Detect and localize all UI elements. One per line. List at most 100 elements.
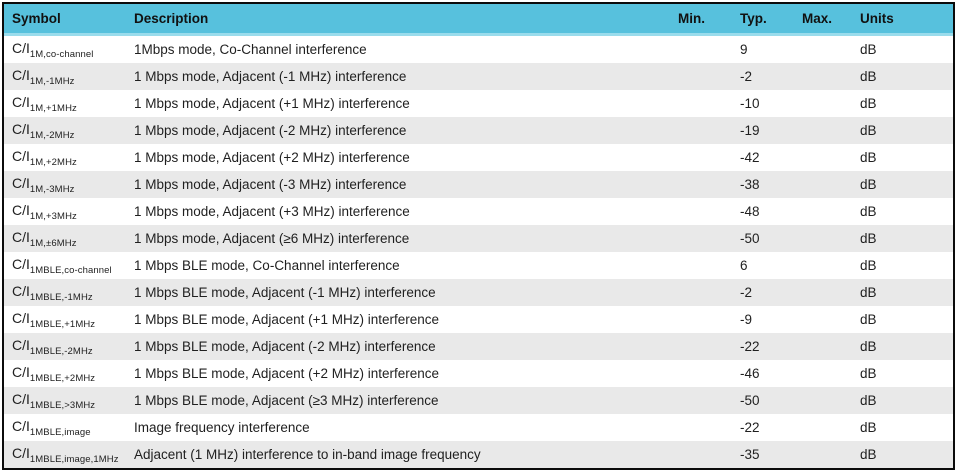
table-row: C/I1M,+3MHz 1 Mbps mode, Adjacent (+3 MH… xyxy=(4,198,953,225)
max-cell xyxy=(794,252,852,279)
min-cell xyxy=(670,63,732,90)
symbol-subscript: 1MBLE,-1MHz xyxy=(29,291,93,303)
symbol-base: C/I xyxy=(12,228,30,245)
max-cell xyxy=(794,90,852,117)
symbol-subscript: 1M,-2MHz xyxy=(29,129,75,141)
description-cell: 1 Mbps mode, Adjacent (+1 MHz) interfere… xyxy=(134,96,410,111)
units-cell: dB xyxy=(860,96,877,111)
symbol-cell: C/I1MBLE,-2MHz xyxy=(4,333,126,360)
min-cell xyxy=(670,35,732,64)
symbol-base: C/I xyxy=(12,309,30,326)
symbol-subscript: 1M,+3MHz xyxy=(29,210,77,222)
min-cell xyxy=(670,360,732,387)
units-cell: dB xyxy=(860,258,877,273)
table-row: C/I1MBLE,>3MHz 1 Mbps BLE mode, Adjacent… xyxy=(4,387,953,414)
min-cell xyxy=(670,171,732,198)
symbol-subscript: 1MBLE,co-channel xyxy=(29,264,112,276)
interference-spec-table: Symbol Description Min. Typ. Max. Units … xyxy=(4,4,953,468)
symbol-cell: C/I1MBLE,>3MHz xyxy=(4,387,126,414)
symbol-base: C/I xyxy=(12,255,30,272)
typ-cell: -22 xyxy=(740,420,760,435)
symbol-subscript: 1M,-1MHz xyxy=(29,75,75,87)
units-cell: dB xyxy=(860,366,877,381)
max-cell xyxy=(794,225,852,252)
description-cell: 1 Mbps mode, Adjacent (+3 MHz) interfere… xyxy=(134,204,410,219)
table-row: C/I1M,+2MHz 1 Mbps mode, Adjacent (+2 MH… xyxy=(4,144,953,171)
min-cell xyxy=(670,90,732,117)
units-cell: dB xyxy=(860,123,877,138)
table-row: C/I1MBLE,co-channel 1 Mbps BLE mode, Co-… xyxy=(4,252,953,279)
typ-cell: -10 xyxy=(740,96,760,111)
max-cell xyxy=(794,198,852,225)
column-header-units: Units xyxy=(852,4,953,36)
units-cell: dB xyxy=(860,177,877,192)
table-row: C/I1M,-1MHz 1 Mbps mode, Adjacent (-1 MH… xyxy=(4,63,953,90)
symbol-subscript: 1MBLE,-2MHz xyxy=(29,345,93,357)
typ-cell: -48 xyxy=(740,204,760,219)
table-row: C/I1M,co-channel 1Mbps mode, Co-Channel … xyxy=(4,34,953,64)
symbol-cell: C/I1M,-3MHz xyxy=(4,171,126,198)
description-cell: 1 Mbps mode, Adjacent (≥6 MHz) interfere… xyxy=(134,231,410,246)
symbol-base: C/I xyxy=(12,282,30,299)
min-cell xyxy=(670,225,732,252)
symbol-base: C/I xyxy=(12,201,30,218)
typ-cell: -50 xyxy=(740,393,760,408)
units-cell: dB xyxy=(860,69,877,84)
symbol-cell: C/I1MBLE,image xyxy=(4,414,126,441)
typ-cell: -2 xyxy=(740,285,753,300)
typ-cell: -46 xyxy=(740,366,760,381)
description-cell: Adjacent (1 MHz) interference to in-band… xyxy=(134,447,481,462)
units-cell: dB xyxy=(860,285,877,300)
typ-cell: -50 xyxy=(740,231,760,246)
table-row: C/I1MBLE,+1MHz 1 Mbps BLE mode, Adjacent… xyxy=(4,306,953,333)
symbol-subscript: 1MBLE,image xyxy=(29,426,91,438)
description-cell: 1 Mbps BLE mode, Adjacent (-1 MHz) inter… xyxy=(134,285,436,300)
max-cell xyxy=(794,306,852,333)
symbol-cell: C/I1MBLE,co-channel xyxy=(4,252,126,279)
max-cell xyxy=(794,360,852,387)
symbol-subscript: 1M,-3MHz xyxy=(29,183,75,195)
column-header-description: Description xyxy=(126,4,670,36)
symbol-base: C/I xyxy=(12,120,30,137)
description-cell: Image frequency interference xyxy=(134,420,310,435)
max-cell xyxy=(794,333,852,360)
symbol-base: C/I xyxy=(12,336,30,353)
units-cell: dB xyxy=(860,42,877,57)
units-cell: dB xyxy=(860,312,877,327)
symbol-cell: C/I1MBLE,+1MHz xyxy=(4,306,126,333)
description-cell: 1 Mbps BLE mode, Co-Channel interference xyxy=(134,258,400,273)
table-row: C/I1M,+1MHz 1 Mbps mode, Adjacent (+1 MH… xyxy=(4,90,953,117)
min-cell xyxy=(670,144,732,171)
typ-cell: -9 xyxy=(740,312,753,327)
min-cell xyxy=(670,441,732,468)
description-cell: 1 Mbps BLE mode, Adjacent (+1 MHz) inter… xyxy=(134,312,440,327)
symbol-subscript: 1MBLE,+1MHz xyxy=(29,318,96,330)
min-cell xyxy=(670,333,732,360)
units-cell: dB xyxy=(860,339,877,354)
max-cell xyxy=(794,441,852,468)
symbol-base: C/I xyxy=(12,147,30,164)
description-cell: 1 Mbps BLE mode, Adjacent (≥3 MHz) inter… xyxy=(134,393,439,408)
typ-cell: -38 xyxy=(740,177,760,192)
symbol-cell: C/I1M,+2MHz xyxy=(4,144,126,171)
symbol-subscript: 1MBLE,image,1MHz xyxy=(29,453,119,465)
max-cell xyxy=(794,387,852,414)
symbol-subscript: 1M,±6MHz xyxy=(29,237,77,249)
typ-cell: 6 xyxy=(740,258,748,273)
description-cell: 1 Mbps BLE mode, Adjacent (-2 MHz) inter… xyxy=(134,339,436,354)
symbol-base: C/I xyxy=(12,363,30,380)
symbol-cell: C/I1M,+1MHz xyxy=(4,90,126,117)
max-cell xyxy=(794,117,852,144)
symbol-cell: C/I1M,±6MHz xyxy=(4,225,126,252)
symbol-subscript: 1M,+1MHz xyxy=(29,102,77,114)
symbol-cell: C/I1M,+3MHz xyxy=(4,198,126,225)
column-header-typ: Typ. xyxy=(732,4,794,36)
symbol-cell: C/I1M,-1MHz xyxy=(4,63,126,90)
typ-cell: -19 xyxy=(740,123,760,138)
table-row: C/I1M,-2MHz 1 Mbps mode, Adjacent (-2 MH… xyxy=(4,117,953,144)
symbol-base: C/I xyxy=(12,66,30,83)
min-cell xyxy=(670,387,732,414)
column-header-max: Max. xyxy=(794,4,852,36)
symbol-cell: C/I1MBLE,-1MHz xyxy=(4,279,126,306)
